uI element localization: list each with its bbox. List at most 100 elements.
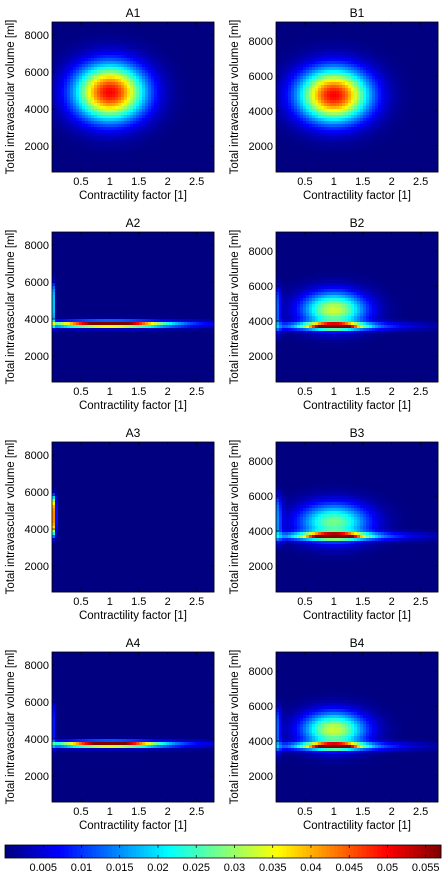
heatmap-cell	[178, 70, 181, 73]
heatmap-cell	[154, 148, 157, 151]
heatmap-cell	[103, 163, 106, 166]
heatmap-cell	[85, 148, 88, 151]
heatmap-cell	[375, 43, 378, 46]
heatmap-cell	[387, 82, 390, 85]
heatmap-cell	[291, 130, 294, 133]
heatmap-cell	[381, 133, 384, 136]
heatmap-cell	[55, 52, 58, 55]
heatmap-cell	[148, 148, 151, 151]
heatmap-cell	[411, 25, 414, 28]
heatmap-cell	[420, 70, 423, 73]
heatmap-cell	[124, 67, 127, 70]
heatmap-cell	[67, 97, 70, 100]
heatmap-cell	[64, 88, 67, 91]
heatmap-cell	[136, 28, 139, 31]
heatmap-cell	[390, 49, 393, 52]
heatmap-cell	[58, 76, 61, 79]
heatmap-cell	[79, 136, 82, 139]
heatmap-cell	[342, 49, 345, 52]
heatmap-cell	[82, 91, 85, 94]
heatmap-cell	[426, 40, 429, 43]
heatmap-cell	[178, 49, 181, 52]
heatmap-cell	[288, 91, 291, 94]
heatmap-cell	[363, 112, 366, 115]
heatmap-cell	[408, 37, 411, 40]
heatmap-cell	[390, 58, 393, 61]
heatmap-cell	[82, 61, 85, 64]
heatmap-cell	[333, 106, 336, 109]
heatmap-cell	[208, 112, 211, 115]
heatmap-cell	[384, 28, 387, 31]
heatmap-cell	[375, 88, 378, 91]
heatmap-cell	[420, 46, 423, 49]
heatmap-cell	[399, 130, 402, 133]
heatmap-cell	[402, 58, 405, 61]
heatmap-cell	[285, 133, 288, 136]
heatmap-cell	[369, 22, 372, 25]
heatmap-cell	[279, 112, 282, 115]
heatmap-cell	[306, 142, 309, 145]
heatmap-cell	[285, 112, 288, 115]
heatmap-cell	[318, 103, 321, 106]
heatmap-cell	[396, 82, 399, 85]
heatmap-cell	[199, 118, 202, 121]
heatmap-cell	[151, 25, 154, 28]
heatmap-cell	[73, 76, 76, 79]
heatmap-cell	[336, 91, 339, 94]
heatmap-cell	[345, 133, 348, 136]
heatmap-cell	[148, 43, 151, 46]
heatmap-cell	[151, 34, 154, 37]
heatmap-cell	[405, 46, 408, 49]
heatmap-cell	[303, 97, 306, 100]
heatmap-cell	[64, 58, 67, 61]
heatmap-cell	[196, 49, 199, 52]
heatmap-cell	[52, 61, 55, 64]
heatmap-cell	[339, 124, 342, 127]
heatmap-cell	[112, 124, 115, 127]
heatmap-cell	[181, 94, 184, 97]
heatmap-cell	[208, 103, 211, 106]
heatmap-cell	[163, 100, 166, 103]
heatmap-cell	[142, 73, 145, 76]
heatmap-cell	[202, 70, 205, 73]
heatmap-cell	[393, 55, 396, 58]
heatmap-cell	[97, 91, 100, 94]
heatmap-cell	[97, 139, 100, 142]
heatmap-cell	[148, 61, 151, 64]
heatmap-cell	[100, 115, 103, 118]
heatmap-cell	[312, 145, 315, 148]
heatmap-cell	[318, 91, 321, 94]
heatmap-cell	[366, 118, 369, 121]
heatmap-cell	[208, 115, 211, 118]
heatmap-cell	[345, 121, 348, 124]
heatmap-cell	[142, 145, 145, 148]
heatmap-cell	[193, 109, 196, 112]
heatmap-cell	[423, 118, 426, 121]
heatmap-cell	[420, 121, 423, 124]
heatmap-cell	[97, 52, 100, 55]
heatmap-cell	[196, 43, 199, 46]
heatmap-cell	[160, 49, 163, 52]
heatmap-cell	[393, 100, 396, 103]
heatmap-cell	[103, 154, 106, 157]
heatmap-cell	[160, 88, 163, 91]
heatmap-cell	[82, 37, 85, 40]
heatmap-cell	[309, 106, 312, 109]
heatmap-cell	[351, 58, 354, 61]
heatmap-cell	[360, 73, 363, 76]
heatmap-cell	[384, 58, 387, 61]
heatmap-cell	[178, 127, 181, 130]
heatmap-cell	[336, 25, 339, 28]
heatmap-cell	[339, 64, 342, 67]
heatmap-cell	[309, 40, 312, 43]
heatmap-cell	[100, 112, 103, 115]
heatmap-cell	[91, 157, 94, 160]
heatmap-cell	[88, 154, 91, 157]
heatmap-cell	[360, 124, 363, 127]
heatmap-cell	[61, 43, 64, 46]
heatmap-cell	[312, 76, 315, 79]
heatmap-cell	[103, 34, 106, 37]
heatmap-cell	[291, 118, 294, 121]
heatmap-cell	[294, 40, 297, 43]
heatmap-cell	[184, 157, 187, 160]
